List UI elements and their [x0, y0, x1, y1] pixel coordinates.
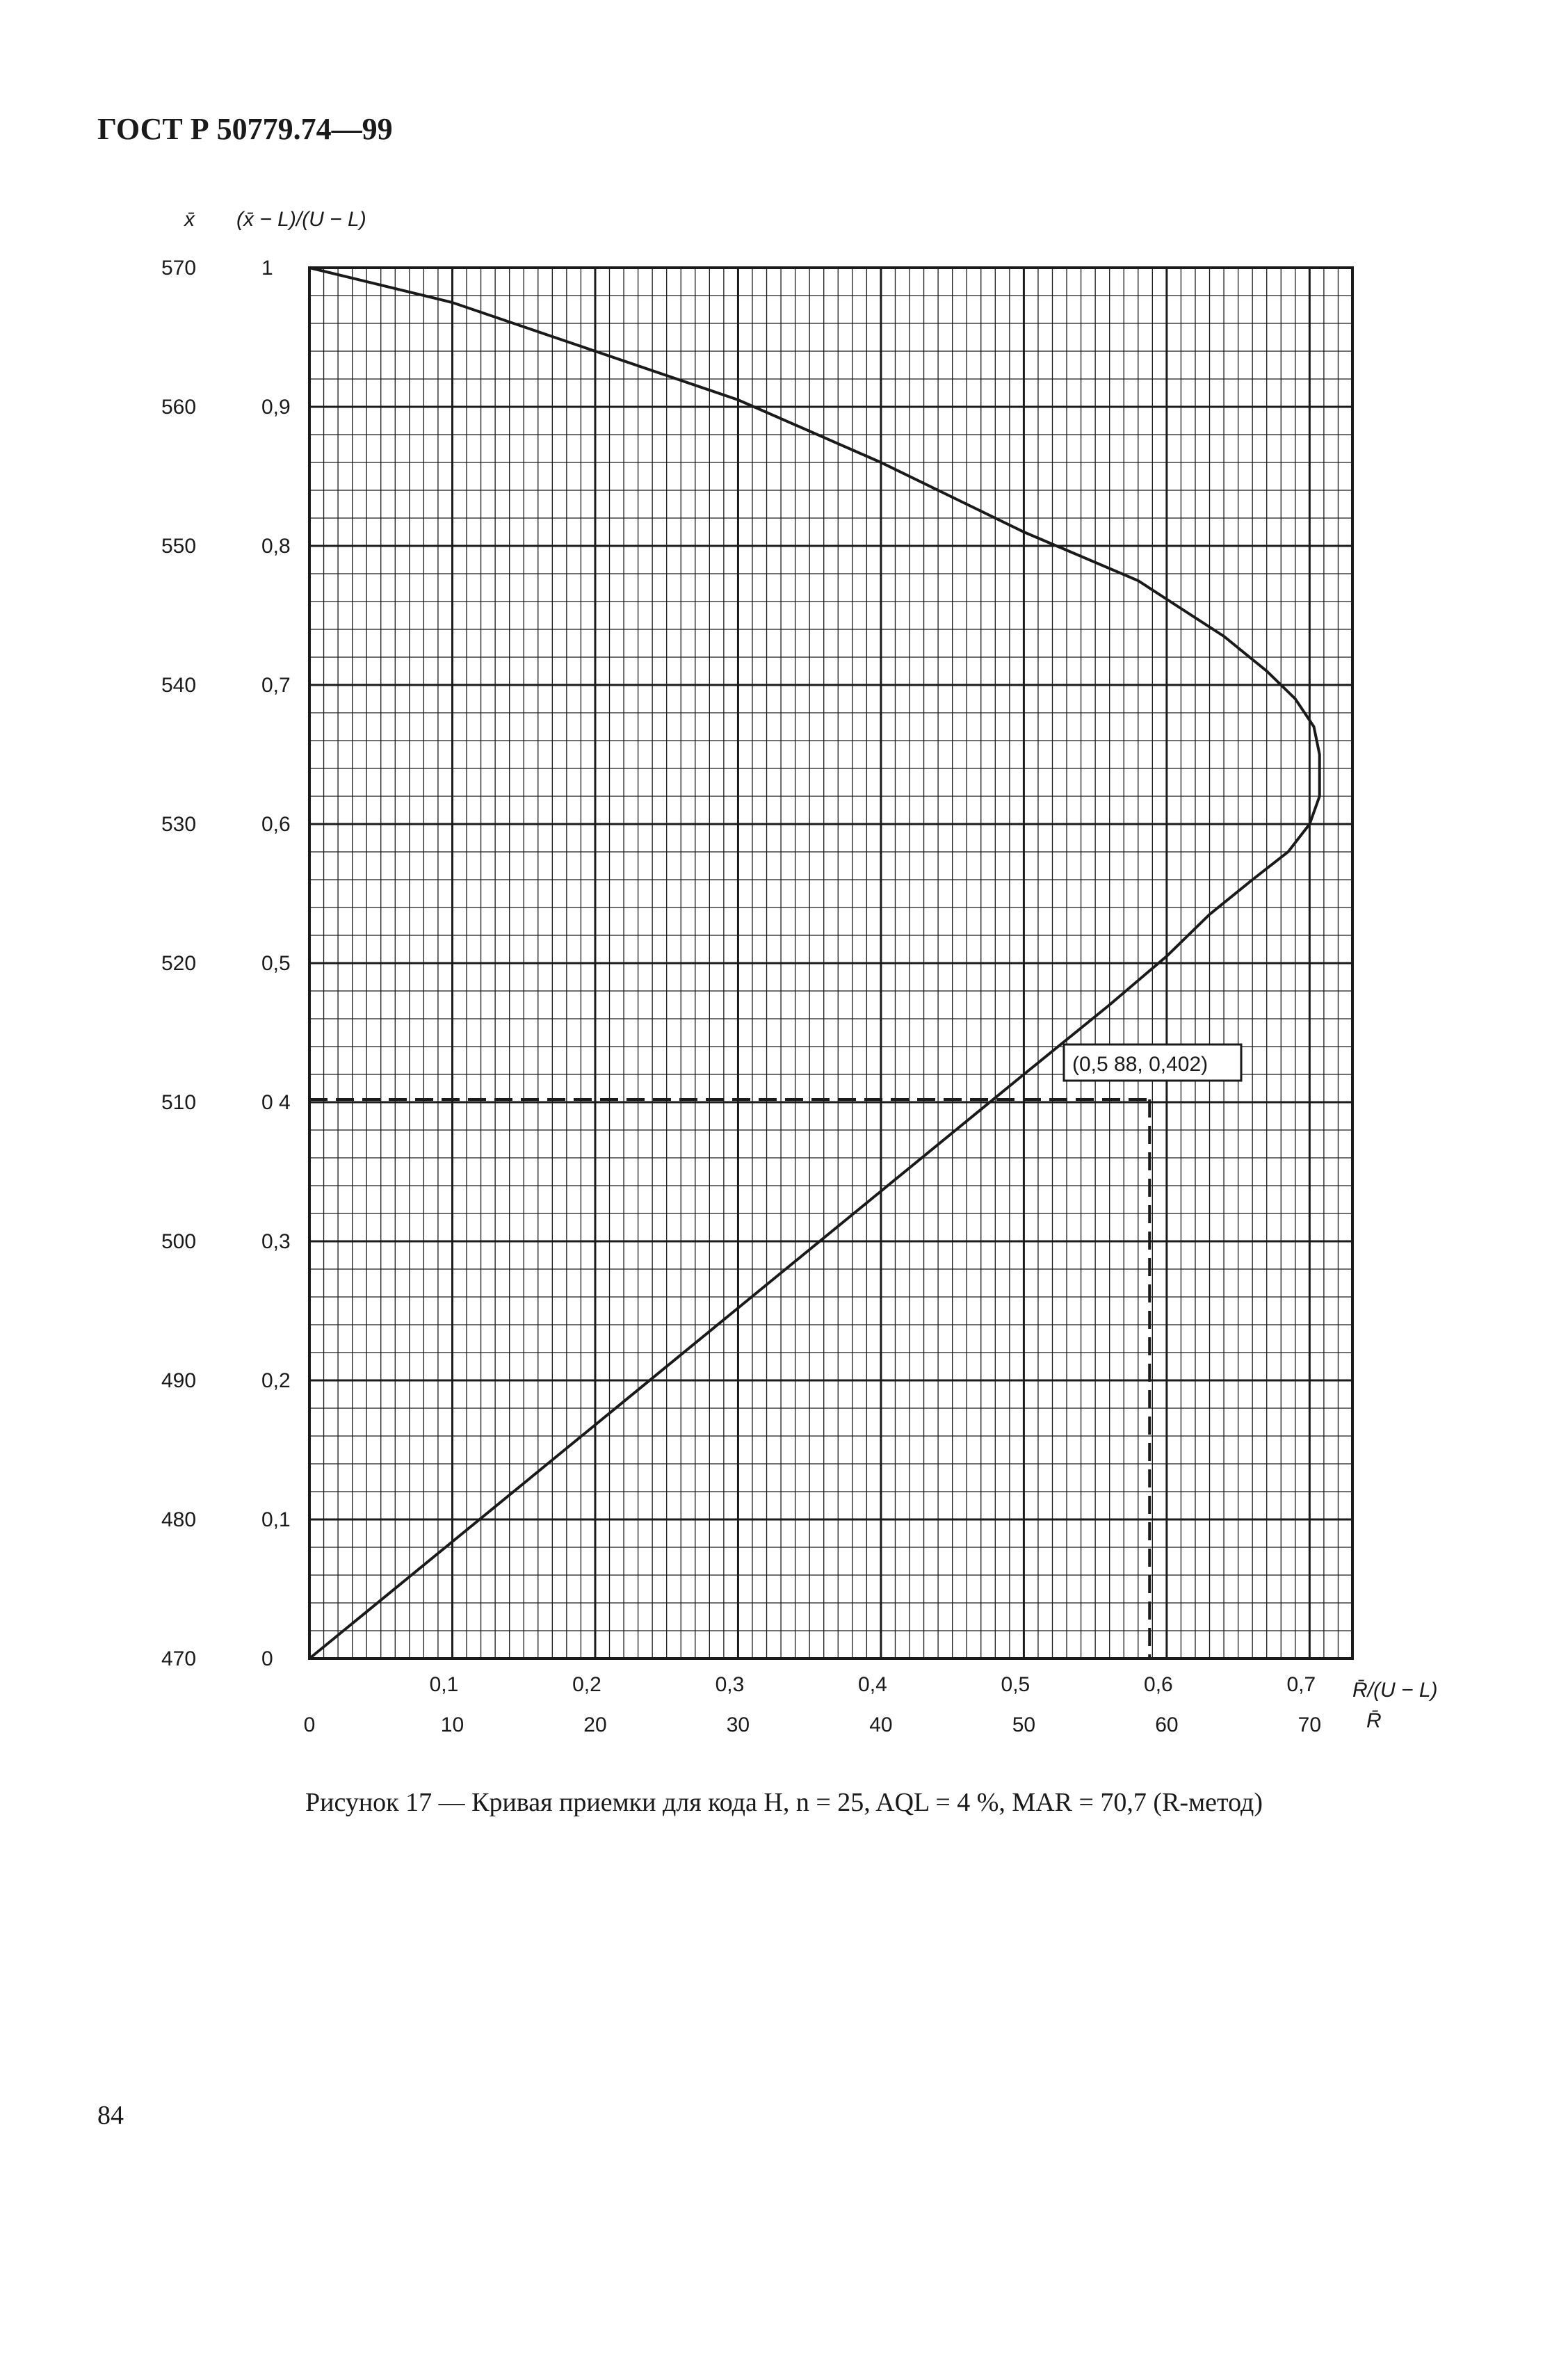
bottom-ticks-top: 0,1 0,2 0,3 0,4 0,5 0,6 0,7 — [430, 1673, 1316, 1696]
left-ticks-inner: 1 0,9 0,8 0,7 0,6 0,5 0 4 0,3 0,2 0,1 0 — [261, 257, 291, 1670]
left-tick-label-inner: 0,2 — [261, 1369, 291, 1392]
left-tick-label-outer: 550 — [161, 535, 196, 558]
left-tick-label-outer: 530 — [161, 813, 196, 836]
left-axis-label: x̄ — [183, 208, 195, 231]
left-axis-label-2: (x̄ − L)/(U − L) — [236, 208, 366, 231]
grid-major — [309, 268, 1352, 1659]
left-tick-label-inner: 0,6 — [261, 813, 291, 836]
left-tick-label-inner: 0,9 — [261, 396, 291, 419]
left-tick-label-outer: 490 — [161, 1369, 196, 1392]
bottom-tick-label-bottom: 40 — [869, 1713, 892, 1736]
bottom-tick-label-top: 0,7 — [1286, 1673, 1316, 1696]
left-tick-label-outer: 470 — [161, 1647, 196, 1670]
bottom-tick-label-bottom: 10 — [441, 1713, 464, 1736]
left-tick-label-inner: 0,3 — [261, 1230, 291, 1253]
left-tick-label-outer: 570 — [161, 257, 196, 280]
left-tick-label-inner: 0 — [261, 1647, 273, 1670]
guide-lines — [309, 1098, 1151, 1659]
bottom-tick-label-top: 0,1 — [430, 1673, 459, 1696]
bottom-tick-label-top: 0,5 — [1001, 1673, 1030, 1696]
left-tick-label-inner: 1 — [261, 257, 273, 280]
bottom-tick-label-bottom: 70 — [1298, 1713, 1321, 1736]
left-tick-label-outer: 500 — [161, 1230, 196, 1253]
figure-caption: Рисунок 17 — Кривая приемки для кода H, … — [305, 1788, 1263, 1817]
bottom-tick-label-top: 0,2 — [572, 1673, 601, 1696]
left-tick-label-inner: 0 4 — [261, 1091, 291, 1114]
acceptance-curve — [308, 266, 1321, 1660]
bottom-tick-label-bottom: 60 — [1155, 1713, 1178, 1736]
bottom-tick-label-bottom: 30 — [727, 1713, 750, 1736]
plot-frame — [308, 266, 1354, 1660]
bottom-tick-label-bottom: 20 — [583, 1713, 606, 1736]
bottom-tick-label-top: 0,3 — [716, 1673, 745, 1696]
left-tick-label-outer: 480 — [161, 1508, 196, 1531]
bottom-tick-label-top: 0,4 — [858, 1673, 887, 1696]
left-tick-label-inner: 0,8 — [261, 535, 291, 558]
left-tick-label-outer: 560 — [161, 396, 196, 419]
annotation-label: (0,5 88, 0,402) — [1072, 1053, 1208, 1076]
left-tick-label-outer: 540 — [161, 674, 196, 697]
bottom-axis-label-2: R̄ — [1366, 1709, 1382, 1732]
bottom-tick-label-bottom: 50 — [1012, 1713, 1035, 1736]
left-tick-label-outer: 520 — [161, 952, 196, 975]
bottom-axis-label: R̄/(U − L) — [1352, 1679, 1438, 1702]
bottom-tick-label-bottom: 0 — [304, 1713, 316, 1736]
bottom-ticks-bottom: 0 10 20 30 40 50 60 70 — [304, 1713, 1321, 1736]
left-tick-label-inner: 0,5 — [261, 952, 291, 975]
left-tick-label-inner: 0,7 — [261, 674, 291, 697]
annotation-box: (0,5 88, 0,402) — [1062, 1043, 1243, 1082]
left-tick-label-inner: 0,1 — [261, 1508, 291, 1531]
left-tick-label-outer: 510 — [161, 1091, 196, 1114]
document-header: ГОСТ Р 50779.74—99 — [97, 112, 393, 146]
bottom-tick-label-top: 0,6 — [1144, 1673, 1173, 1696]
left-ticks-outer: 570 560 550 540 530 520 510 500 490 480 470 — [161, 257, 196, 1670]
page-number: 84 — [97, 2101, 124, 2130]
